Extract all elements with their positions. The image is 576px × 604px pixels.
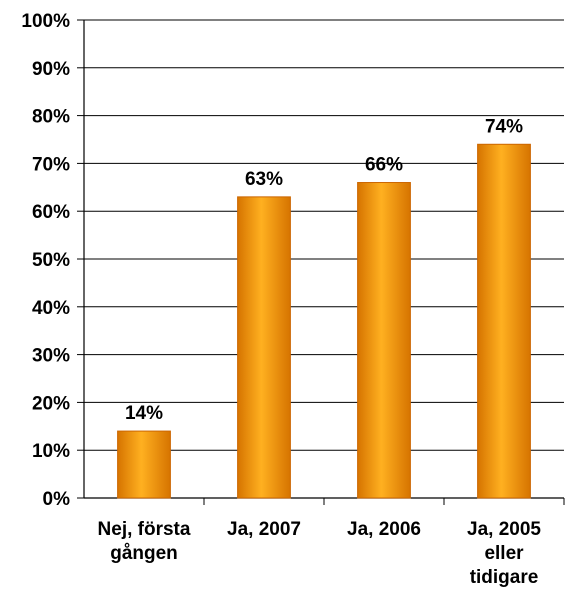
data-label: 14% [125, 403, 163, 424]
x-tick-label: Ja, 2007 [227, 519, 301, 540]
x-tick-label: tidigare [470, 567, 539, 588]
gridlines [84, 19, 564, 451]
bar [237, 196, 291, 499]
bar [117, 430, 171, 499]
y-tick-label: 20% [32, 393, 70, 414]
bar [477, 143, 531, 499]
bar [357, 182, 411, 499]
y-tick-label: 10% [32, 441, 70, 462]
labels: 0% 10% 20% 30% 40% 50% 60% 70% 80% 90% 100% 14% Nej,… [21, 11, 541, 588]
y-tick-label: 30% [32, 346, 70, 367]
x-tick-label: Ja, 2006 [347, 519, 421, 540]
y-tick-label: 90% [32, 59, 70, 80]
y-tick-label: 60% [32, 202, 70, 223]
y-tick-label: 80% [32, 107, 70, 128]
bars [117, 143, 531, 499]
x-tick-label: Ja, 2005 [467, 519, 541, 540]
y-tick-label: 0% [43, 489, 71, 510]
data-label: 74% [485, 116, 523, 137]
x-tick-label: gången [110, 543, 178, 564]
y-tick-label: 40% [32, 298, 70, 319]
data-label: 66% [365, 155, 403, 176]
x-tick-label: eller [484, 543, 524, 564]
y-tick-label: 100% [21, 11, 70, 32]
y-tick-label: 50% [32, 250, 70, 271]
data-label: 63% [245, 169, 283, 190]
x-tick-label: Nej, första [98, 519, 191, 540]
y-tick-label: 70% [32, 154, 70, 175]
